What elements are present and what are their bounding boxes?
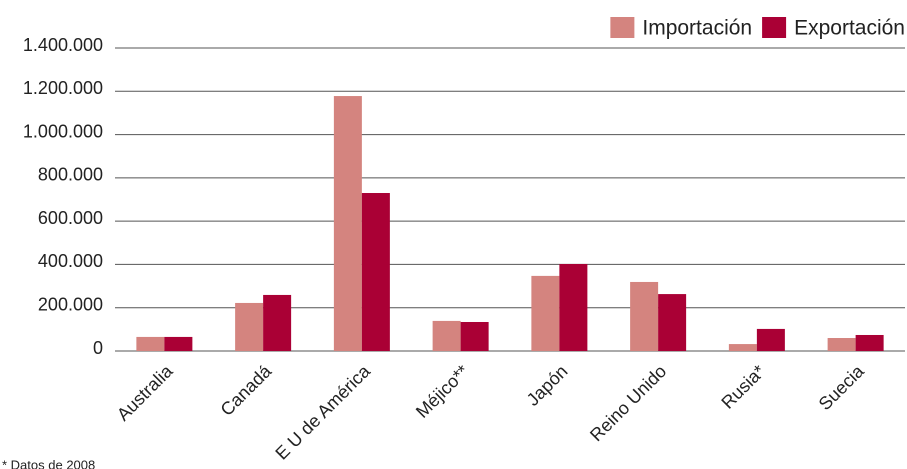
bar — [658, 294, 687, 351]
bar — [235, 302, 264, 351]
bar — [333, 96, 362, 351]
bar — [855, 334, 884, 351]
x-tick-label: Australia — [113, 360, 177, 424]
x-tick-label: Rusia* — [717, 361, 769, 413]
y-tick-label: 1.200.000 — [23, 78, 103, 98]
bar — [630, 281, 659, 351]
legend-swatch — [610, 17, 635, 38]
x-tick-label: Canadá — [217, 360, 276, 419]
bar — [559, 263, 588, 351]
bar — [164, 336, 193, 351]
bar — [827, 338, 856, 351]
y-tick-label: 1.400.000 — [23, 35, 103, 55]
footnote: * Datos de 2008 — [2, 457, 95, 469]
y-tick-label: 0 — [93, 338, 103, 358]
bar — [460, 321, 489, 351]
y-tick-label: 400.000 — [38, 251, 103, 271]
y-tick-label: 600.000 — [38, 208, 103, 228]
y-tick-label: 1.000.000 — [23, 121, 103, 141]
y-tick-label: 200.000 — [38, 294, 103, 314]
bar — [756, 328, 785, 351]
bar — [136, 336, 165, 351]
bar — [531, 275, 560, 351]
x-tick-label: Reino Unido — [586, 361, 670, 445]
bar — [361, 193, 390, 351]
bar — [728, 344, 757, 351]
legend-label: Importación — [642, 17, 752, 40]
x-tick-label: Méjico** — [412, 361, 473, 422]
bar — [432, 320, 461, 351]
x-tick-label: E U de América — [271, 360, 374, 463]
legend-swatch — [762, 17, 787, 38]
x-tick-label: Suecia — [815, 360, 869, 414]
x-tick-label: Japón — [523, 361, 572, 410]
y-tick-label: 800.000 — [38, 165, 103, 185]
legend-label: Exportación — [794, 17, 905, 40]
bar — [263, 294, 292, 351]
